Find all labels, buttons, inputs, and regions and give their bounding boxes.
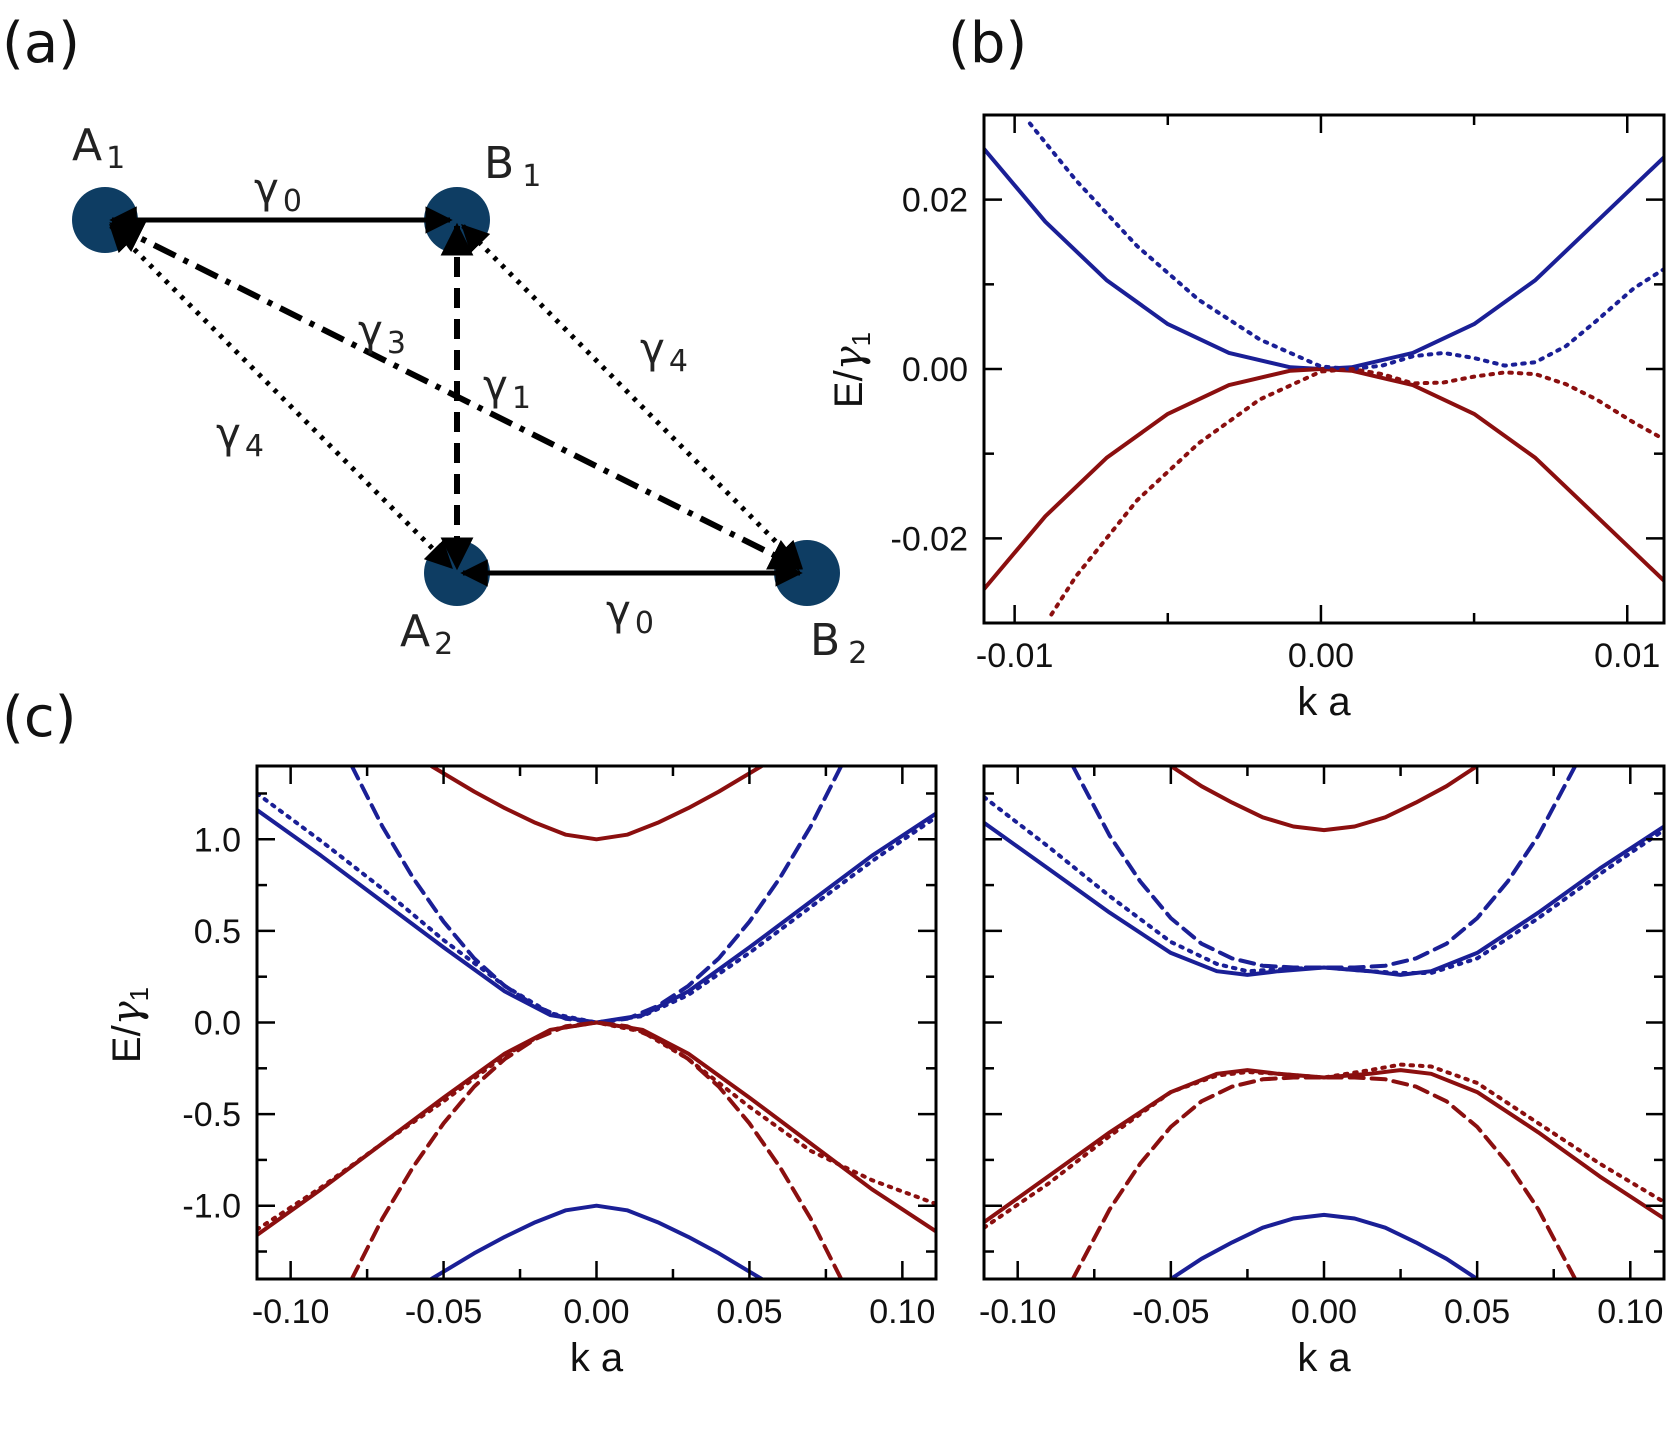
x-tick-label: -0.10 (979, 1293, 1057, 1331)
series-dotted-conduction-4 (257, 791, 936, 1025)
plot-frame (982, 764, 1666, 1281)
series-solid-valence-0 (1168, 766, 1480, 833)
x-tick-label: -0.05 (405, 1293, 483, 1331)
ticks (984, 115, 1664, 623)
y-axis-title: E/γ1 (104, 987, 154, 1063)
x-tick-label: -0.10 (252, 1293, 330, 1331)
series-dashed-conduction-6 (349, 766, 844, 1025)
panel-label-a: (a) (2, 11, 80, 76)
series-solid-conduction-1 (429, 1203, 764, 1279)
x-tick-label: 0.10 (1597, 1293, 1663, 1331)
plot-area (984, 121, 1664, 617)
x-tick-label: 0.00 (1291, 1293, 1357, 1331)
x-tick-label: 0.00 (563, 1293, 629, 1331)
series-solid-valence-1 (984, 367, 1664, 592)
x-tick-label: 0.00 (1288, 637, 1354, 675)
panel-label-c: (c) (2, 685, 76, 750)
y-tick-label: 0.5 (194, 913, 241, 951)
x-tick-label: 0.05 (1444, 1293, 1510, 1331)
series-solid-valence-3 (984, 1068, 1664, 1225)
series-solid-conduction-0 (984, 146, 1664, 371)
coupling-gamma4-right (461, 224, 803, 569)
series-dashed-valence-7 (1070, 1075, 1578, 1279)
x-tick-label: 0.10 (869, 1293, 935, 1331)
series-solid-valence-3 (257, 1020, 936, 1237)
series-dotted-conduction-4 (984, 795, 1664, 975)
plot-area (984, 766, 1664, 1279)
x-axis-title: k a (1297, 680, 1351, 724)
series-solid-conduction-2 (984, 820, 1664, 977)
plot-frame (982, 113, 1666, 625)
x-tick-label: 0.05 (716, 1293, 782, 1331)
x-tick-label: -0.01 (976, 637, 1054, 675)
series-dotted-valence-3 (1049, 367, 1664, 617)
y-tick-label: 0.0 (194, 1005, 241, 1043)
y-tick-label: -0.5 (182, 1096, 241, 1134)
x-axis-title: k a (1297, 1336, 1351, 1380)
plot-frame (255, 764, 938, 1281)
chart-b: -0.01 0.00 0.01 -0.02 0.00 0.02 k a E/γ1 (826, 113, 1666, 724)
y-tick-label: -0.02 (891, 520, 969, 558)
y-tick-label: 1.0 (194, 821, 241, 859)
series-dashed-valence-7 (349, 1020, 844, 1279)
plot-area (257, 766, 936, 1279)
series-solid-conduction-1 (1168, 1212, 1480, 1279)
x-tick-label: -0.05 (1132, 1293, 1210, 1331)
y-tick-label: 0.02 (902, 182, 968, 220)
series-dashed-conduction-6 (1070, 766, 1578, 970)
y-axis-title: E/γ1 (826, 332, 876, 408)
ticks (257, 766, 936, 1279)
panel-label-b: (b) (948, 11, 1027, 76)
series-solid-conduction-2 (257, 808, 936, 1025)
y-tick-label: 0.00 (902, 351, 968, 389)
ticks (984, 766, 1664, 1279)
series-dotted-valence-5 (257, 1020, 936, 1232)
y-tick-label: -1.0 (182, 1188, 241, 1226)
series-solid-valence-0 (429, 766, 764, 842)
coupling-gamma4-left (109, 224, 453, 569)
x-axis-title: k a (570, 1336, 624, 1380)
series-dotted-conduction-2 (1027, 121, 1664, 371)
series-dotted-valence-5 (984, 1062, 1664, 1230)
chart-c-right: -0.10 -0.05 0.00 0.05 0.10 k a (979, 764, 1666, 1380)
x-tick-label: 0.01 (1594, 637, 1660, 675)
chart-c-left: -0.10 -0.05 0.00 0.05 0.10 -1.0 -0.5 0.0 0.5 1.0 k… (104, 764, 938, 1380)
